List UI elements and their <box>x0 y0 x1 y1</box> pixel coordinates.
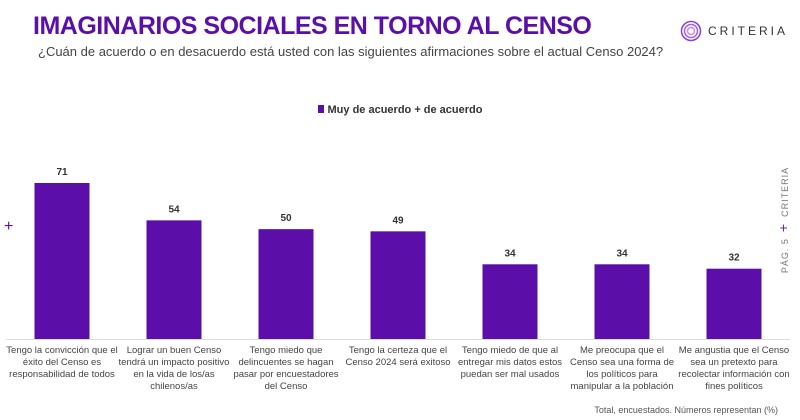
data-label: 34 <box>616 248 628 259</box>
data-label: 49 <box>392 215 404 226</box>
side-plus-icon: + <box>775 222 791 233</box>
category-label: Lograr un buen Censo tendrá un impacto p… <box>118 345 230 392</box>
side-label: PÁG. 5 + CRITERIA <box>775 167 791 273</box>
bar <box>482 264 538 339</box>
legend-swatch <box>317 105 324 113</box>
category-label: Tengo la certeza que el Censo 2024 será … <box>345 345 451 368</box>
data-label: 32 <box>728 253 740 264</box>
chart-legend: Muy de acuerdo + de acuerdo <box>0 104 800 116</box>
criteria-logo: CRITERIA <box>680 20 788 42</box>
page-title: IMAGINARIOS SOCIALES EN TORNO AL CENSO <box>33 12 592 40</box>
bar <box>258 229 314 339</box>
category-label: Tengo miedo de que al entregar mis datos… <box>457 345 563 380</box>
criteria-logo-icon <box>680 20 702 42</box>
data-label: 71 <box>56 167 68 178</box>
bar <box>706 268 762 339</box>
category-label: Me preocupa que el Censo sea una forma d… <box>569 345 675 392</box>
data-label: 50 <box>280 213 292 224</box>
category-label: Me angustia que el Censo sea un pretexto… <box>678 345 790 392</box>
page-subtitle: ¿Cuán de acuerdo o en desacuerdo está us… <box>38 44 664 59</box>
category-label: Tengo miedo que delincuentes se hagan pa… <box>233 345 339 392</box>
data-label: 34 <box>504 248 516 259</box>
legend-label: Muy de acuerdo + de acuerdo <box>327 104 483 116</box>
plus-icon: + <box>4 218 14 235</box>
bar <box>594 264 650 339</box>
data-label: 54 <box>168 204 180 215</box>
category-label: Tengo la convicción que el éxito del Cen… <box>6 345 118 380</box>
logo-text: CRITERIA <box>708 24 789 38</box>
side-page: PÁG. 5 <box>780 238 790 274</box>
bar <box>34 183 90 339</box>
bar <box>146 220 202 339</box>
footer-note: Total, encuestados. Números representan … <box>594 405 778 415</box>
side-brand: CRITERIA <box>780 166 790 217</box>
bar <box>370 231 426 339</box>
